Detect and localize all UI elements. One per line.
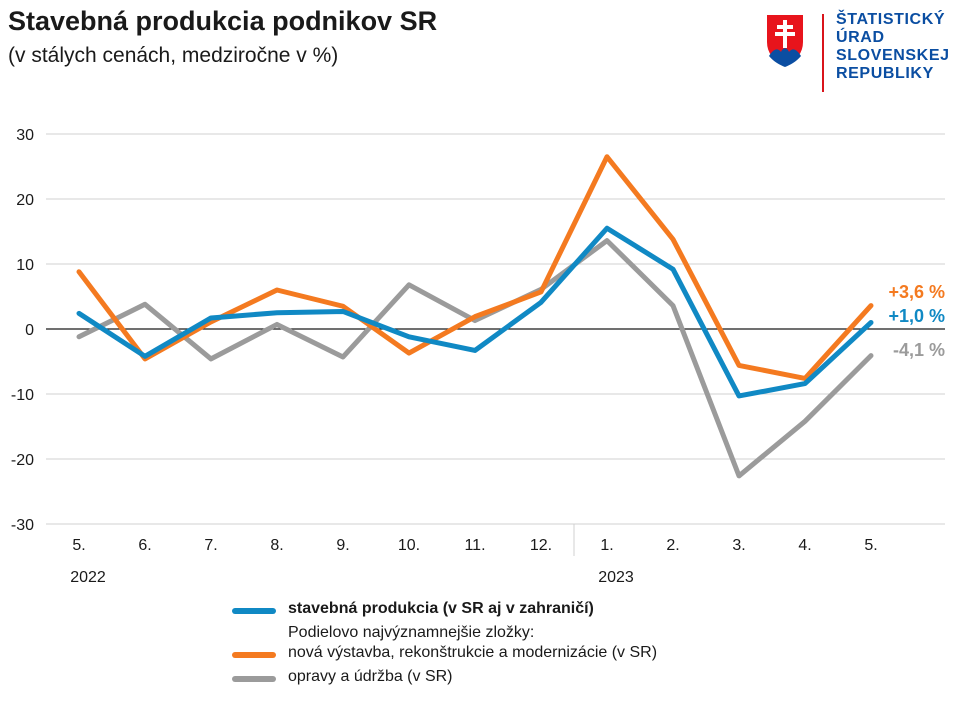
- x-tick-label: 3.: [732, 537, 745, 554]
- end-value-label: +3,6 %: [888, 282, 945, 302]
- legend-label: nová výstavba, rekonštrukcie a modernizá…: [288, 644, 658, 661]
- y-tick-label: -20: [11, 452, 34, 469]
- legend-swatch: [232, 676, 276, 682]
- coat-of-arms-icon: [765, 13, 805, 68]
- x-tick-label: 6.: [138, 537, 151, 554]
- x-tick-label: 1.: [600, 537, 613, 554]
- logo-divider: [822, 14, 824, 92]
- logo-line: REPUBLIKY: [836, 65, 934, 82]
- y-tick-label: -30: [11, 517, 34, 534]
- logo-line: SLOVENSKEJ: [836, 47, 950, 64]
- logo-line: ÚRAD: [836, 29, 885, 46]
- end-value-label: -4,1 %: [893, 340, 945, 360]
- y-tick-label: 0: [25, 322, 34, 339]
- legend-label: opravy a údržba (v SR): [288, 668, 453, 685]
- series-line: [76, 225, 874, 399]
- line-chart: 30 20 10 0 -10 -20 -30 5. 6. 7. 8. 9. 10. 11. 12. 1. 2. 3…: [11, 127, 945, 586]
- series-line: [76, 238, 874, 479]
- legend-subheading: Podielovo najvýznamnejšie zložky:: [288, 624, 535, 641]
- legend-swatch: [232, 652, 276, 658]
- x-tick-label: 10.: [398, 537, 420, 554]
- x-tick-label: 8.: [270, 537, 283, 554]
- x-tick-label: 5.: [72, 537, 85, 554]
- x-tick-label: 4.: [798, 537, 811, 554]
- y-tick-label: 30: [16, 127, 34, 144]
- x-tick-label: 2.: [666, 537, 679, 554]
- x-tick-label: 11.: [464, 537, 485, 554]
- y-tick-label: 10: [16, 257, 34, 274]
- legend-label: stavebná produkcia (v SR aj v zahraničí): [288, 600, 594, 617]
- logo-line: ŠTATISTICKÝ: [836, 11, 946, 28]
- chart-subtitle: (v stálych cenách, medziročne v %): [8, 44, 339, 67]
- year-label: 2023: [598, 569, 634, 586]
- x-tick-label: 5.: [864, 537, 877, 554]
- y-tick-label: 20: [16, 192, 34, 209]
- logo-wordmark: ŠTATISTICKÝ ÚRAD SLOVENSKEJ REPUBLIKY: [836, 11, 950, 83]
- y-tick-label: -10: [11, 387, 34, 404]
- legend-swatch: [232, 608, 276, 614]
- year-label: 2022: [70, 569, 106, 586]
- chart-title: Stavebná produkcia podnikov SR: [8, 6, 438, 36]
- x-tick-label: 7.: [204, 537, 217, 554]
- x-tick-label: 9.: [336, 537, 349, 554]
- end-value-label: +1,0 %: [888, 306, 945, 326]
- x-tick-label: 12.: [530, 537, 552, 554]
- series-line: [76, 154, 874, 381]
